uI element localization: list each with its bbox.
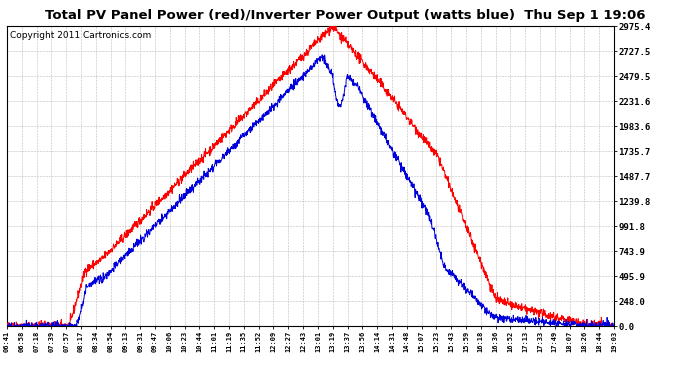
- Text: Copyright 2011 Cartronics.com: Copyright 2011 Cartronics.com: [10, 31, 151, 40]
- Text: Total PV Panel Power (red)/Inverter Power Output (watts blue)  Thu Sep 1 19:06: Total PV Panel Power (red)/Inverter Powe…: [45, 9, 645, 22]
